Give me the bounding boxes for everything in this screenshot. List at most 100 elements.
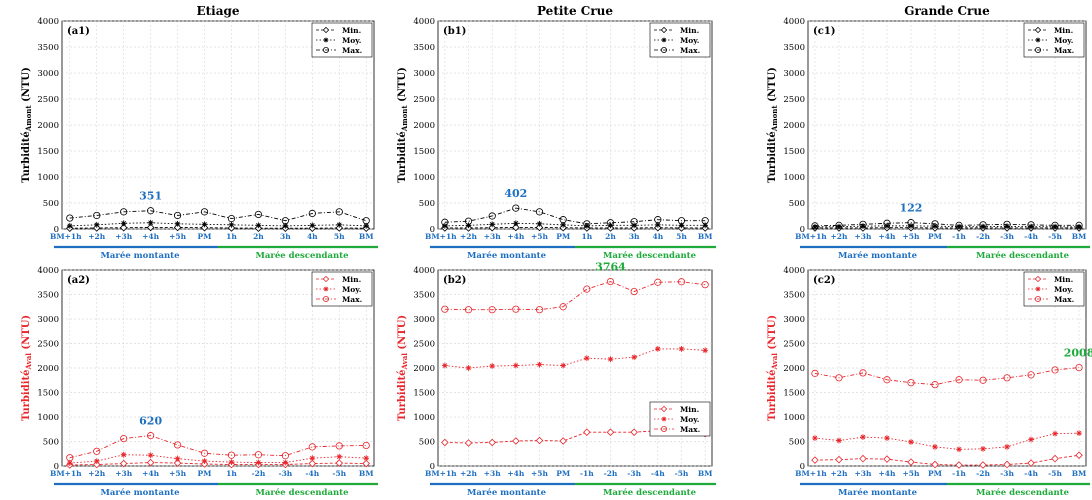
y-tick-label: 1500 xyxy=(783,147,805,157)
panel-label: (a2) xyxy=(67,275,90,286)
marker-circle xyxy=(811,222,819,230)
marker-circle xyxy=(979,376,987,384)
marker-star xyxy=(661,416,667,422)
marker-star xyxy=(812,435,818,441)
series-line-diamond xyxy=(814,454,1080,466)
marker-circle xyxy=(1035,295,1042,302)
marker-circle xyxy=(811,369,819,377)
y-axis-label-unit: (NTU) xyxy=(767,315,778,353)
x-tick-label: BM+1h xyxy=(50,232,82,241)
marker-diamond xyxy=(583,428,591,436)
marker-circle xyxy=(227,215,236,223)
y-tick-label: 3000 xyxy=(37,315,59,325)
x-tick-label: -1h xyxy=(580,469,594,478)
x-tick-label: +4h xyxy=(507,469,525,478)
marker-circle xyxy=(835,221,843,229)
marker-star xyxy=(654,221,661,228)
x-tick-label: +4h xyxy=(142,469,160,478)
marker-circle xyxy=(512,305,520,313)
marker-diamond xyxy=(146,458,155,467)
marker-circle xyxy=(955,376,963,384)
marker-circle xyxy=(931,220,939,228)
x-tick-label: BM+1h xyxy=(425,469,457,478)
marker-circle xyxy=(654,278,662,286)
peak-annotation: 2008 xyxy=(1064,347,1092,360)
x-tick-label: +2h xyxy=(88,232,106,241)
y-tick-label: 1500 xyxy=(37,147,59,157)
marker-diamond xyxy=(308,459,317,468)
marker-star xyxy=(956,446,962,453)
marker-circle xyxy=(322,47,329,54)
series-line-diamond xyxy=(69,226,367,229)
y-tick-label: 2500 xyxy=(413,340,435,350)
marker-circle xyxy=(1003,374,1011,382)
marker-diamond xyxy=(1003,460,1011,469)
marker-star xyxy=(228,221,235,228)
legend-entry-circle: Max. xyxy=(342,46,362,55)
x-tick-label: -2h xyxy=(976,232,990,241)
marker-circle xyxy=(1027,371,1035,379)
marker-diamond xyxy=(979,461,987,469)
phase-label-falling: Marée descendante xyxy=(603,487,697,498)
y-axis-label-unit: (NTU) xyxy=(767,67,778,105)
marker-circle xyxy=(173,211,182,220)
marker-diamond xyxy=(835,455,843,464)
marker-star xyxy=(860,223,866,230)
y-axis-label-sub: Amont xyxy=(400,105,409,133)
y-tick-label: 4000 xyxy=(413,266,435,276)
y-axis-label-unit: (NTU) xyxy=(397,315,408,353)
y-axis-label-main: Turbidité xyxy=(767,131,778,183)
x-tick-label: BM+1h xyxy=(795,232,827,241)
x-tick-label: +5h xyxy=(531,232,549,241)
y-tick-label: 500 xyxy=(789,199,805,209)
marker-star xyxy=(932,223,938,230)
y-tick-label: 1500 xyxy=(413,147,435,157)
marker-star xyxy=(282,459,289,466)
y-tick-label: 4000 xyxy=(37,266,59,276)
marker-circle xyxy=(606,277,615,286)
marker-star xyxy=(908,439,914,445)
marker-circle xyxy=(1051,366,1059,374)
marker-circle xyxy=(308,443,316,451)
x-tick-label: 1h xyxy=(226,469,237,478)
panel-b1: 0 500 1000 1500 2000 2500 3000 3500 4000 BM+1h +2h… xyxy=(397,4,716,261)
marker-star xyxy=(255,459,262,466)
y-tick-label: 2000 xyxy=(783,364,805,374)
y-tick-label: 3500 xyxy=(413,43,435,53)
marker-circle xyxy=(173,441,182,449)
y-tick-label: 1000 xyxy=(413,413,435,423)
marker-star xyxy=(1028,223,1034,230)
x-tick-label: PM xyxy=(928,232,942,241)
y-tick-label: 2500 xyxy=(783,340,805,350)
y-axis-label: TurbiditéAmont (NTU) xyxy=(767,67,779,183)
marker-circle xyxy=(701,217,709,225)
x-tick-label: -4h xyxy=(1024,232,1038,241)
x-tick-label: +3h xyxy=(115,232,133,241)
x-tick-label: 4h xyxy=(652,232,663,241)
marker-circle xyxy=(362,217,370,225)
marker-circle xyxy=(661,425,668,432)
marker-star xyxy=(323,37,329,43)
legend-entry-circle: Max. xyxy=(1054,46,1074,55)
x-tick-label: 4h xyxy=(307,232,318,241)
legend-entry-circle: Max. xyxy=(680,46,700,55)
marker-diamond xyxy=(883,455,891,463)
marker-star xyxy=(1076,224,1082,230)
series-line-star xyxy=(69,454,367,464)
marker-star xyxy=(631,222,638,229)
marker-circle xyxy=(488,212,496,220)
marker-diamond xyxy=(535,223,544,232)
y-tick-label: 500 xyxy=(789,438,805,448)
x-tick-label: +5h xyxy=(531,469,549,478)
panel-b2: 0 500 1000 1500 2000 2500 3000 3500 4000 BM+1h +2h… xyxy=(397,261,716,498)
legend-entry-star: Moy. xyxy=(1054,36,1073,45)
marker-circle xyxy=(654,216,662,224)
marker-diamond xyxy=(322,26,330,34)
marker-circle xyxy=(200,449,209,457)
y-tick-label: 3000 xyxy=(413,315,435,325)
marker-star xyxy=(932,444,938,450)
legend: Min.Moy.Max. xyxy=(1023,271,1085,307)
panel-label: (b1) xyxy=(443,26,466,37)
marker-diamond xyxy=(859,454,867,463)
x-tick-label: BM+1h xyxy=(425,232,457,241)
